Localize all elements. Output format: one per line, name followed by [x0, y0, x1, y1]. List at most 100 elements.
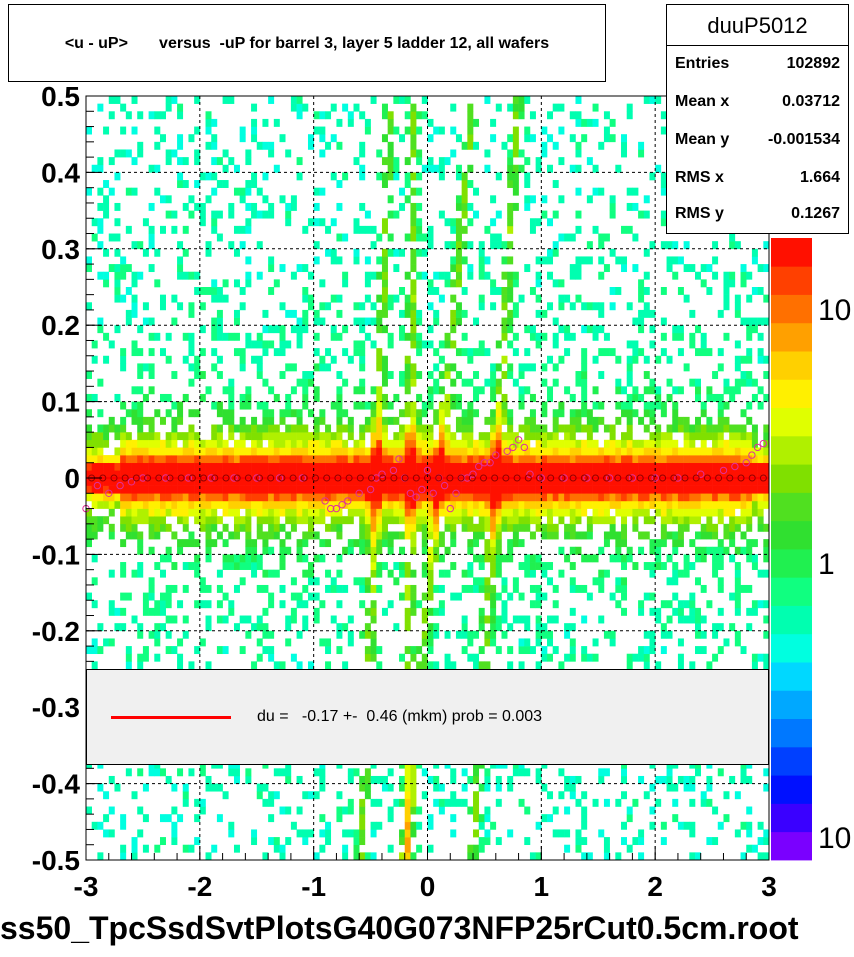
heatmap-cell	[285, 478, 292, 486]
heatmap-cell	[518, 615, 525, 624]
heatmap-cell	[165, 508, 172, 517]
heatmap-cell	[455, 516, 462, 525]
heatmap-cell	[490, 424, 497, 433]
profile-point	[378, 470, 386, 478]
heatmap-cell	[706, 798, 713, 807]
heatmap-cell	[478, 264, 485, 273]
heatmap-cell	[268, 798, 275, 807]
heatmap-cell	[376, 355, 383, 364]
heatmap-cell	[108, 569, 115, 578]
heatmap-cell	[450, 470, 457, 479]
heatmap-cell	[740, 500, 747, 509]
heatmap-cell	[501, 371, 508, 379]
heatmap-cell	[359, 493, 366, 502]
heatmap-cell	[450, 485, 457, 494]
heatmap-cell	[279, 416, 286, 425]
heatmap-cell	[626, 455, 633, 464]
heatmap-cell	[268, 287, 275, 295]
heatmap-cell	[529, 393, 536, 402]
heatmap-cell	[359, 600, 366, 609]
heatmap-cell	[359, 378, 366, 387]
heatmap-cell	[381, 271, 388, 280]
heatmap-cell	[518, 539, 525, 548]
heatmap-cell	[518, 470, 525, 479]
heatmap-cell	[148, 485, 155, 494]
heatmap-cell	[609, 432, 616, 441]
heatmap-cell	[427, 164, 434, 173]
heatmap-cell	[410, 852, 417, 861]
heatmap-cell	[307, 141, 314, 150]
heatmap-cell	[677, 256, 684, 265]
heatmap-cell	[433, 775, 440, 784]
heatmap-cell	[347, 111, 354, 120]
heatmap-cell	[626, 371, 633, 379]
heatmap-cell	[342, 516, 349, 525]
heatmap-cell	[712, 432, 719, 441]
heatmap-cell	[336, 256, 343, 265]
heatmap-cell	[421, 791, 428, 800]
heatmap-cell	[410, 409, 417, 418]
heatmap-cell	[478, 455, 485, 464]
heatmap-cell	[399, 493, 406, 502]
heatmap-cell	[490, 233, 497, 242]
heatmap-cell	[387, 172, 394, 181]
heatmap-cell	[313, 439, 320, 448]
heatmap-cell	[490, 508, 497, 517]
heatmap-cell	[182, 180, 189, 188]
heatmap-cell	[421, 562, 428, 570]
heatmap-cell	[216, 600, 223, 609]
heatmap-cell	[621, 409, 628, 418]
heatmap-cell	[376, 500, 383, 509]
heatmap-cell	[125, 432, 132, 441]
heatmap-cell	[712, 455, 719, 464]
heatmap-cell	[683, 600, 690, 609]
heatmap-cell	[313, 126, 320, 135]
heatmap-cell	[609, 424, 616, 433]
heatmap-cell	[666, 508, 673, 517]
profile-point	[110, 474, 118, 482]
heatmap-cell	[387, 118, 394, 127]
heatmap-cell	[376, 493, 383, 502]
heatmap-cell	[125, 493, 132, 502]
heatmap-cell	[319, 814, 326, 823]
heatmap-cell	[547, 493, 554, 502]
heatmap-cell	[416, 500, 423, 509]
heatmap-cell	[455, 309, 462, 318]
heatmap-cell	[359, 141, 366, 150]
heatmap-cell	[518, 462, 525, 471]
heatmap-cell	[461, 623, 468, 632]
heatmap-cell	[518, 103, 525, 112]
heatmap-cell	[660, 516, 667, 525]
heatmap-cell	[712, 439, 719, 448]
heatmap-cell	[535, 478, 542, 486]
heatmap-cell	[142, 248, 149, 257]
stats-value: 1.664	[799, 169, 840, 186]
heatmap-cell	[216, 439, 223, 448]
heatmap-cell	[581, 447, 588, 456]
heatmap-cell	[347, 455, 354, 464]
profile-point	[659, 474, 667, 482]
heatmap-cell	[717, 416, 724, 425]
heatmap-cell	[171, 416, 178, 425]
heatmap-cell	[370, 523, 377, 532]
heatmap-cell	[342, 447, 349, 456]
heatmap-cell	[296, 478, 303, 486]
heatmap-cell	[188, 363, 195, 372]
profile-point	[480, 474, 487, 482]
stats-value: -0.001534	[767, 131, 840, 148]
heatmap-cell	[336, 516, 343, 525]
heatmap-cell	[137, 371, 144, 379]
heatmap-cell	[273, 325, 280, 334]
heatmap-cell	[268, 386, 275, 395]
heatmap-cell	[251, 134, 258, 143]
heatmap-cell	[142, 317, 149, 326]
heatmap-cell	[245, 478, 252, 486]
heatmap-cell	[598, 447, 605, 456]
heatmap-cell	[461, 455, 468, 464]
heatmap-cell	[211, 172, 218, 181]
heatmap-cell	[114, 96, 121, 104]
heatmap-cell	[552, 317, 559, 326]
heatmap-cell	[535, 294, 542, 303]
heatmap-cell	[205, 531, 212, 540]
heatmap-cell	[467, 416, 474, 425]
